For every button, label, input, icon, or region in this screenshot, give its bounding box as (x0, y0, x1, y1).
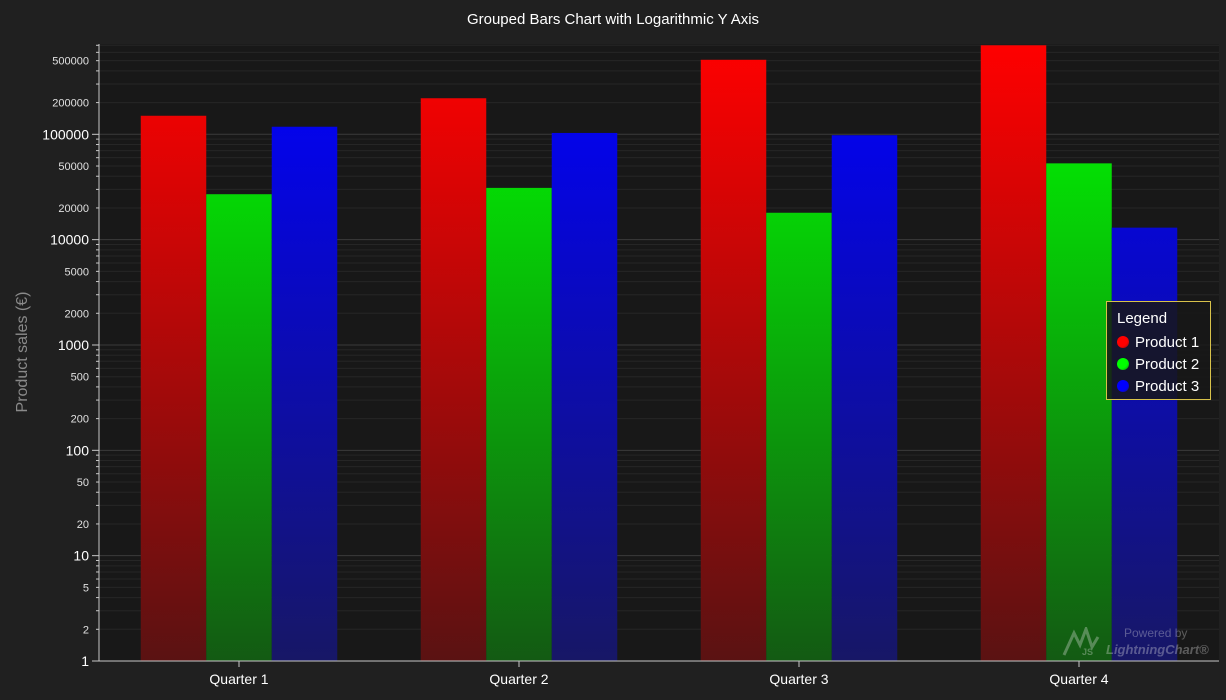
x-tick-label: Quarter 4 (1049, 671, 1108, 687)
bar-product-2-1[interactable] (486, 187, 552, 661)
y-tick-label: 500 (71, 372, 89, 384)
legend-marker-icon (1117, 336, 1129, 348)
lightningchart-logo-icon: JS (1062, 627, 1100, 657)
y-tick-label: 5000 (65, 266, 89, 278)
bar-product-1-3[interactable] (980, 45, 1047, 661)
y-tick-label: 100000 (42, 126, 89, 142)
legend-entry-product-3[interactable]: Product 3 (1117, 375, 1200, 397)
watermark: JS Powered by LightningChart® (1062, 625, 1217, 661)
bars (140, 45, 1178, 662)
bar-product-3-3[interactable] (1111, 227, 1178, 662)
y-tick-label: 200 (71, 414, 89, 426)
legend-label: Product 1 (1135, 333, 1200, 351)
y-tick-label: 10 (73, 548, 89, 564)
y-tick-label: 1000 (58, 337, 89, 353)
watermark-brand: LightningChart® (1106, 642, 1209, 657)
y-tick-label: 50000 (58, 161, 89, 173)
bar-product-1-0[interactable] (140, 115, 207, 662)
bar-product-1-1[interactable] (420, 98, 487, 661)
y-tick-label: 2000 (65, 308, 89, 320)
legend-label: Product 3 (1135, 377, 1200, 395)
legend-title: Legend (1117, 310, 1168, 327)
axes: 1 10 100 1000 10000 100000 2 5 20 50 200 500 2000 500… (42, 44, 1219, 687)
legend: Legend Product 1 Product 2 Product 3 (1106, 301, 1211, 400)
x-tick-label: Quarter 1 (209, 671, 268, 687)
bar-product-2-2[interactable] (766, 212, 832, 661)
legend-entry-product-2[interactable]: Product 2 (1117, 353, 1200, 375)
y-tick-label: 500000 (52, 56, 89, 68)
y-tick-label: 1 (81, 653, 89, 669)
x-tick-label: Quarter 2 (489, 671, 548, 687)
bar-product-3-0[interactable] (271, 126, 338, 662)
legend-marker-icon (1117, 380, 1129, 392)
bar-product-1-2[interactable] (700, 59, 767, 661)
bar-product-2-0[interactable] (206, 194, 272, 661)
legend-label: Product 2 (1135, 355, 1200, 373)
y-tick-label: 50 (77, 477, 89, 489)
y-tick-label: 5 (83, 582, 89, 594)
legend-marker-icon (1117, 358, 1129, 370)
svg-text:JS: JS (1082, 647, 1093, 657)
x-tick-label: Quarter 3 (769, 671, 828, 687)
y-axis-label: Product sales (€) (14, 292, 31, 413)
legend-entry-product-1[interactable]: Product 1 (1117, 331, 1200, 353)
y-tick-label: 2 (83, 624, 89, 636)
watermark-powered: Powered by (1124, 626, 1188, 640)
bar-product-3-2[interactable] (831, 135, 898, 662)
bar-product-3-1[interactable] (551, 132, 618, 661)
y-tick-label: 100 (66, 442, 90, 458)
y-tick-label: 20 (77, 519, 89, 531)
y-tick-label: 20000 (58, 203, 89, 215)
y-tick-label: 200000 (52, 98, 89, 110)
bar-product-2-3[interactable] (1046, 163, 1112, 661)
y-tick-label: 10000 (50, 232, 89, 248)
chart-title: Grouped Bars Chart with Logarithmic Y Ax… (466, 11, 760, 28)
